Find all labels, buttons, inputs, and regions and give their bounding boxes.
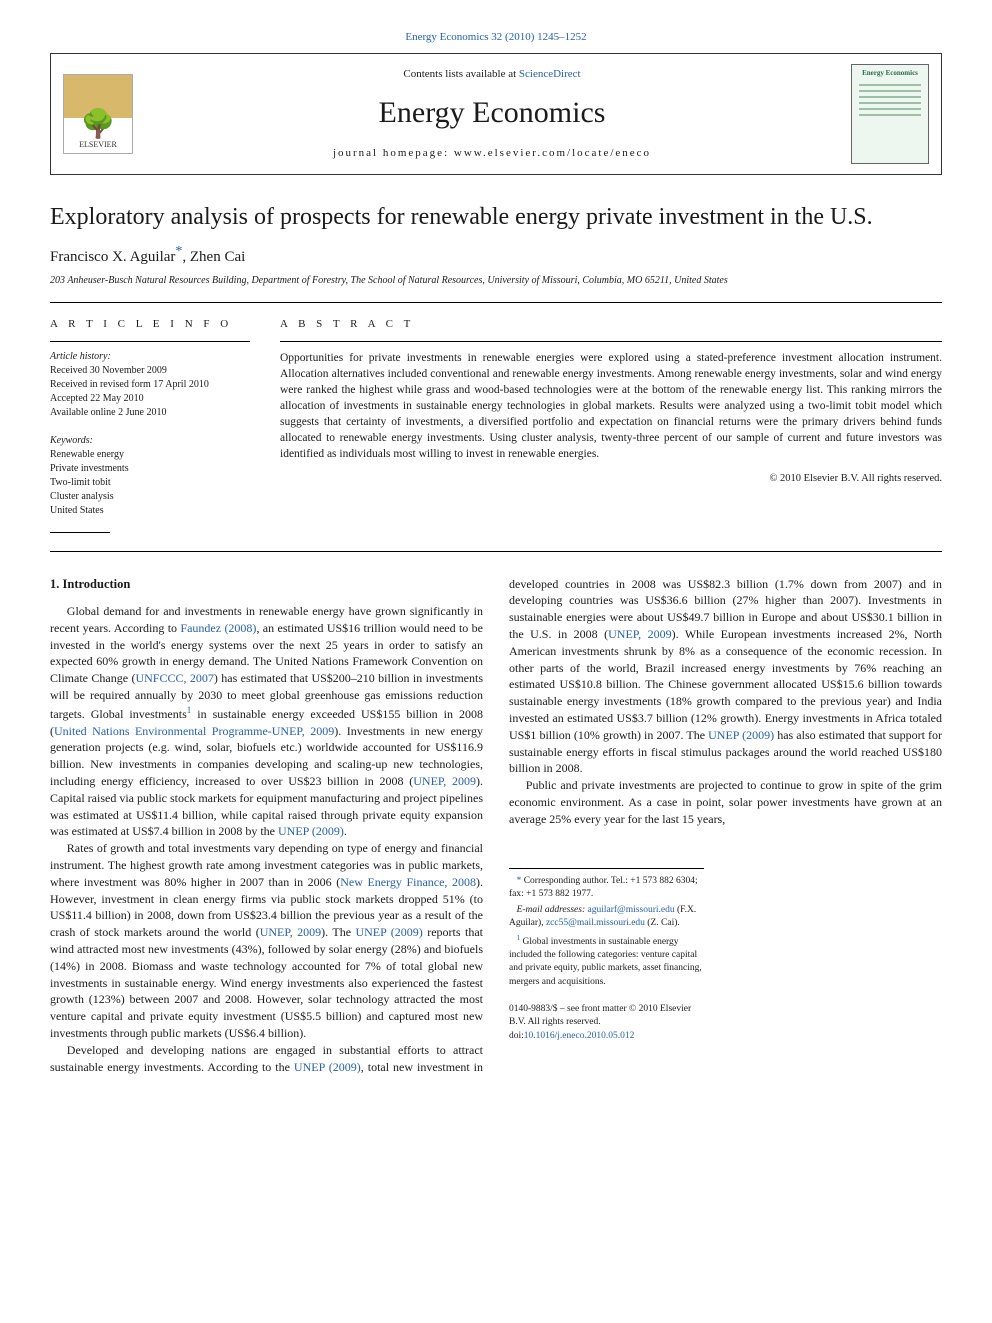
contents-prefix: Contents lists available at xyxy=(403,68,518,80)
keyword-2: Private investments xyxy=(50,462,250,476)
author-list: Francisco X. Aguilar*, Zhen Cai xyxy=(50,242,942,268)
doi-label: doi: xyxy=(509,1031,524,1041)
ref-unep-2009-h[interactable]: UNEP (2009) xyxy=(708,728,774,742)
email-2-link[interactable]: zcc55@mail.missouri.edu xyxy=(546,918,645,928)
journal-name: Energy Economics xyxy=(147,92,837,134)
email-2-who: (Z. Cai). xyxy=(645,918,680,928)
ref-nef-2008[interactable]: New Energy Finance, 2008 xyxy=(340,875,476,889)
history-received: Received 30 November 2009 xyxy=(50,364,250,378)
abstract-text: Opportunities for private investments in… xyxy=(280,350,942,463)
article-info: A R T I C L E I N F O Article history: R… xyxy=(50,317,250,532)
ref-unep-2009-f[interactable]: UNEP (2009) xyxy=(294,1060,361,1074)
ref-unep-2009-a[interactable]: United Nations Environmental Programme-U… xyxy=(54,724,334,738)
cover-title: Energy Economics xyxy=(862,69,918,79)
header-center: Contents lists available at ScienceDirec… xyxy=(147,67,837,162)
article-title: Exploratory analysis of prospects for re… xyxy=(50,203,942,232)
history-revised: Received in revised form 17 April 2010 xyxy=(50,378,250,392)
author-1: Francisco X. Aguilar xyxy=(50,249,175,265)
history-online: Available online 2 June 2010 xyxy=(50,406,250,420)
keywords-label: Keywords: xyxy=(50,434,250,448)
p3-text-c: ). While European investments increased … xyxy=(509,627,942,742)
section-1-heading: 1. Introduction xyxy=(50,576,483,594)
ref-faundez-2008[interactable]: Faundez (2008) xyxy=(180,621,256,635)
issn-line: 0140-9883/$ – see front matter © 2010 El… xyxy=(509,1003,704,1030)
doi-link[interactable]: 10.1016/j.eneco.2010.05.012 xyxy=(524,1031,635,1041)
ref-unep-2009-e[interactable]: UNEP (2009) xyxy=(355,925,422,939)
copyright-line: © 2010 Elsevier B.V. All rights reserved… xyxy=(280,472,942,487)
corr-text: Corresponding author. Tel.: +1 573 882 6… xyxy=(509,876,698,899)
keyword-4: Cluster analysis xyxy=(50,490,250,504)
footnote-1-text: Global investments in sustainable energy… xyxy=(509,937,702,987)
footnote-1: 1 Global investments in sustainable ener… xyxy=(509,934,704,989)
author-2: Zhen Cai xyxy=(190,249,245,265)
keyword-5: United States xyxy=(50,504,250,518)
keyword-1: Renewable energy xyxy=(50,448,250,462)
journal-cover-thumb: Energy Economics xyxy=(851,64,929,164)
ref-unfccc-2007[interactable]: UNFCCC, 2007 xyxy=(135,671,213,685)
corresponding-footnote: * Corresponding author. Tel.: +1 573 882… xyxy=(509,875,704,902)
p2-text-d: ). The xyxy=(321,925,355,939)
keyword-3: Two-limit tobit xyxy=(50,476,250,490)
email-footnote: E-mail addresses: aguilarf@missouri.edu … xyxy=(509,904,704,931)
article-meta: A R T I C L E I N F O Article history: R… xyxy=(50,303,942,551)
sciencedirect-link[interactable]: ScienceDirect xyxy=(519,68,581,80)
article-info-heading: A R T I C L E I N F O xyxy=(50,317,250,332)
footer-block: 0140-9883/$ – see front matter © 2010 El… xyxy=(509,1003,704,1043)
journal-header: 🌳 ELSEVIER Contents lists available at S… xyxy=(50,53,942,175)
p2-text-b: 80% higher in 2007 than in 2006 ( xyxy=(164,875,340,889)
email-1-link[interactable]: aguilarf@missouri.edu xyxy=(587,905,674,915)
abstract-block: A B S T R A C T Opportunities for privat… xyxy=(280,317,942,532)
ref-unep-2009-c[interactable]: UNEP (2009) xyxy=(278,824,344,838)
email-label: E-mail addresses: xyxy=(517,905,588,915)
elsevier-logo-label: ELSEVIER xyxy=(79,139,117,150)
author-sep: , xyxy=(182,249,190,265)
paragraph-4: Public and private investments are proje… xyxy=(509,777,942,827)
history-label: Article history: xyxy=(50,350,250,364)
article-body: 1. Introduction Global demand for and in… xyxy=(50,576,942,1076)
journal-homepage: journal homepage: www.elsevier.com/locat… xyxy=(147,146,837,161)
ref-unep-2009-b[interactable]: UNEP, 2009 xyxy=(413,774,476,788)
tree-icon: 🌳 xyxy=(81,111,116,139)
ref-unep-2009-g[interactable]: UNEP, 2009 xyxy=(608,627,671,641)
p1-text-g: . xyxy=(344,824,347,838)
doi-line: doi:10.1016/j.eneco.2010.05.012 xyxy=(509,1030,704,1043)
ref-unep-2009-d[interactable]: UNEP, 2009 xyxy=(260,925,321,939)
paragraph-2: Rates of growth and total investments va… xyxy=(50,840,483,1042)
history-accepted: Accepted 22 May 2010 xyxy=(50,392,250,406)
paragraph-1: Global demand for and investments in ren… xyxy=(50,603,483,840)
contents-available: Contents lists available at ScienceDirec… xyxy=(147,67,837,82)
abstract-heading: A B S T R A C T xyxy=(280,317,942,332)
running-citation: Energy Economics 32 (2010) 1245–1252 xyxy=(50,30,942,45)
elsevier-logo: 🌳 ELSEVIER xyxy=(63,74,133,154)
p2-text-e: reports that wind attracted most new inv… xyxy=(50,925,483,1040)
affiliation: 203 Anheuser-Busch Natural Resources Bui… xyxy=(50,274,942,288)
footnotes: * Corresponding author. Tel.: +1 573 882… xyxy=(509,868,704,1043)
